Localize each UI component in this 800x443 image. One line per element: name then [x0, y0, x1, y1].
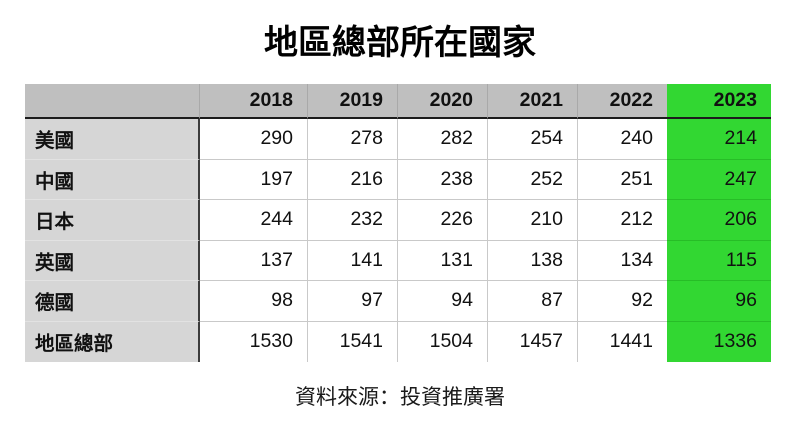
value-cell: 232 [307, 200, 397, 241]
value-cell: 94 [397, 281, 487, 322]
value-cell: 290 [200, 119, 307, 160]
header-cell-2019: 2019 [307, 84, 397, 119]
value-cell: 1457 [487, 321, 577, 362]
value-cell: 137 [200, 240, 307, 281]
value-cell: 214 [667, 119, 771, 160]
value-cell: 1530 [200, 321, 307, 362]
value-cell: 97 [307, 281, 397, 322]
value-cell: 247 [667, 159, 771, 200]
page-title: 地區總部所在國家 [264, 24, 536, 62]
value-cell: 210 [487, 200, 577, 241]
value-cell: 92 [577, 281, 667, 322]
row-label: 美國 [25, 119, 200, 160]
row-label: 英國 [25, 240, 200, 281]
value-cell: 131 [397, 240, 487, 281]
value-cell: 252 [487, 159, 577, 200]
row-label: 中國 [25, 159, 200, 200]
row-label: 德國 [25, 281, 200, 322]
source-note: 資料來源：投資推廣署 [295, 386, 505, 409]
table-grid: 2018 2019 2020 2021 2022 2023 美國 290 278 282 254 24… [25, 84, 771, 362]
header-cell-2022: 2022 [577, 84, 667, 119]
row-label: 地區總部 [25, 321, 200, 362]
value-cell: 254 [487, 119, 577, 160]
value-cell: 206 [667, 200, 771, 241]
value-cell: 238 [397, 159, 487, 200]
value-cell: 141 [307, 240, 397, 281]
value-cell: 282 [397, 119, 487, 160]
value-cell: 1541 [307, 321, 397, 362]
value-cell: 1504 [397, 321, 487, 362]
header-cell-empty [25, 84, 200, 119]
value-cell: 134 [577, 240, 667, 281]
value-cell: 240 [577, 119, 667, 160]
header-cell-2021: 2021 [487, 84, 577, 119]
value-cell: 138 [487, 240, 577, 281]
value-cell: 244 [200, 200, 307, 241]
header-cell-2018: 2018 [200, 84, 307, 119]
value-cell: 226 [397, 200, 487, 241]
value-cell: 87 [487, 281, 577, 322]
value-cell: 115 [667, 240, 771, 281]
value-cell: 1336 [667, 321, 771, 362]
value-cell: 251 [577, 159, 667, 200]
header-cell-2020: 2020 [397, 84, 487, 119]
value-cell: 278 [307, 119, 397, 160]
value-cell: 96 [667, 281, 771, 322]
header-cell-2023: 2023 [667, 84, 771, 119]
value-cell: 1441 [577, 321, 667, 362]
row-label: 日本 [25, 200, 200, 241]
data-table: 2018 2019 2020 2021 2022 2023 美國 290 278 282 254 24… [25, 84, 771, 362]
value-cell: 98 [200, 281, 307, 322]
value-cell: 216 [307, 159, 397, 200]
value-cell: 197 [200, 159, 307, 200]
value-cell: 212 [577, 200, 667, 241]
